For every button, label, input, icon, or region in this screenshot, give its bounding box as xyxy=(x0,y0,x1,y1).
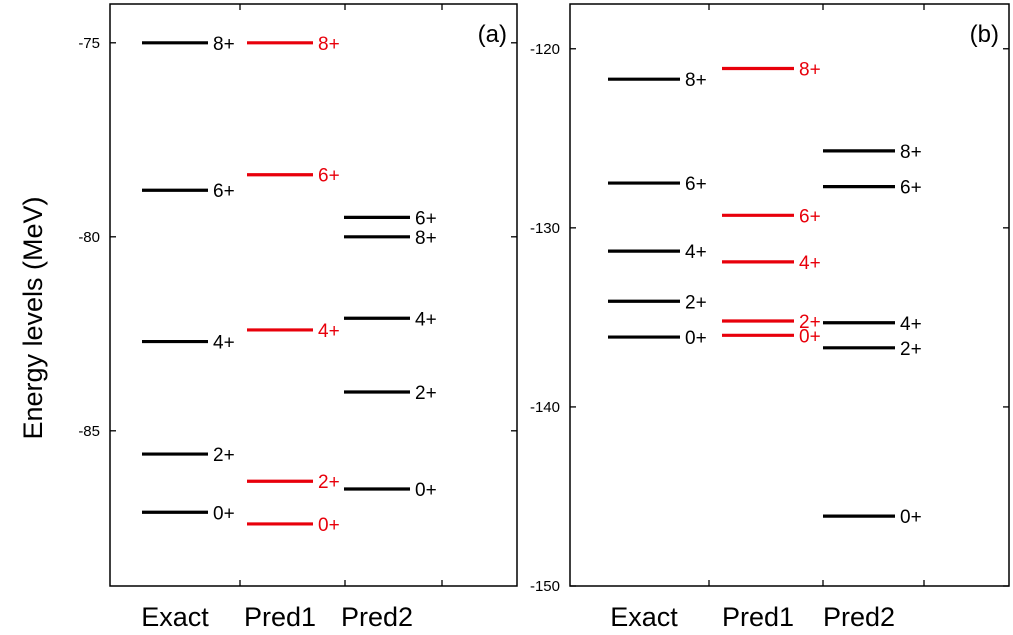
level-label: 4+ xyxy=(685,242,707,263)
level-label: 0+ xyxy=(799,326,821,347)
y-tick-label: -75 xyxy=(78,35,100,52)
level-label: 6+ xyxy=(799,206,821,227)
x-category-label: Pred2 xyxy=(341,602,413,632)
level-label: 0+ xyxy=(900,507,922,528)
y-axis-title: Energy levels (MeV) xyxy=(18,196,48,439)
level-label: 2+ xyxy=(685,292,707,313)
plot-frame xyxy=(569,3,1010,587)
level-label: 2+ xyxy=(900,339,922,360)
level-label: 2+ xyxy=(799,312,821,333)
level-label: 0+ xyxy=(415,480,437,501)
level-label: 2+ xyxy=(318,472,340,493)
level-label: 8+ xyxy=(213,34,235,55)
level-label: 4+ xyxy=(318,321,340,342)
level-label: 2+ xyxy=(415,383,437,404)
level-label: 0+ xyxy=(318,515,340,536)
level-label: 4+ xyxy=(213,333,235,354)
level-label: 6+ xyxy=(415,208,437,229)
level-label: 2+ xyxy=(213,445,235,466)
plot-frame xyxy=(109,3,518,587)
x-category-label: Pred1 xyxy=(722,602,794,632)
x-category-label: Pred2 xyxy=(823,602,895,632)
level-label: 6+ xyxy=(900,178,922,199)
level-label: 6+ xyxy=(213,181,235,202)
level-label: 0+ xyxy=(685,328,707,349)
level-label: 8+ xyxy=(685,70,707,91)
y-tick-label: -85 xyxy=(78,423,100,440)
level-label: 6+ xyxy=(685,174,707,195)
level-label: 8+ xyxy=(415,228,437,249)
y-tick-label: -120 xyxy=(530,41,560,58)
panel-label: (a) xyxy=(478,21,507,48)
level-label: 4+ xyxy=(799,253,821,274)
panel-label: (b) xyxy=(970,21,999,48)
x-category-label: Exact xyxy=(610,602,678,632)
level-label: 0+ xyxy=(213,503,235,524)
level-label: 8+ xyxy=(799,59,821,80)
level-label: 6+ xyxy=(318,166,340,187)
level-label: 8+ xyxy=(318,34,340,55)
level-label: 4+ xyxy=(900,314,922,335)
x-category-label: Pred1 xyxy=(244,602,316,632)
y-tick-label: -130 xyxy=(530,220,560,237)
y-tick-label: -140 xyxy=(530,399,560,416)
x-category-label: Exact xyxy=(141,602,209,632)
level-label: 8+ xyxy=(900,142,922,163)
y-tick-label: -80 xyxy=(78,229,100,246)
level-label: 4+ xyxy=(415,309,437,330)
y-tick-label: -150 xyxy=(530,578,560,595)
